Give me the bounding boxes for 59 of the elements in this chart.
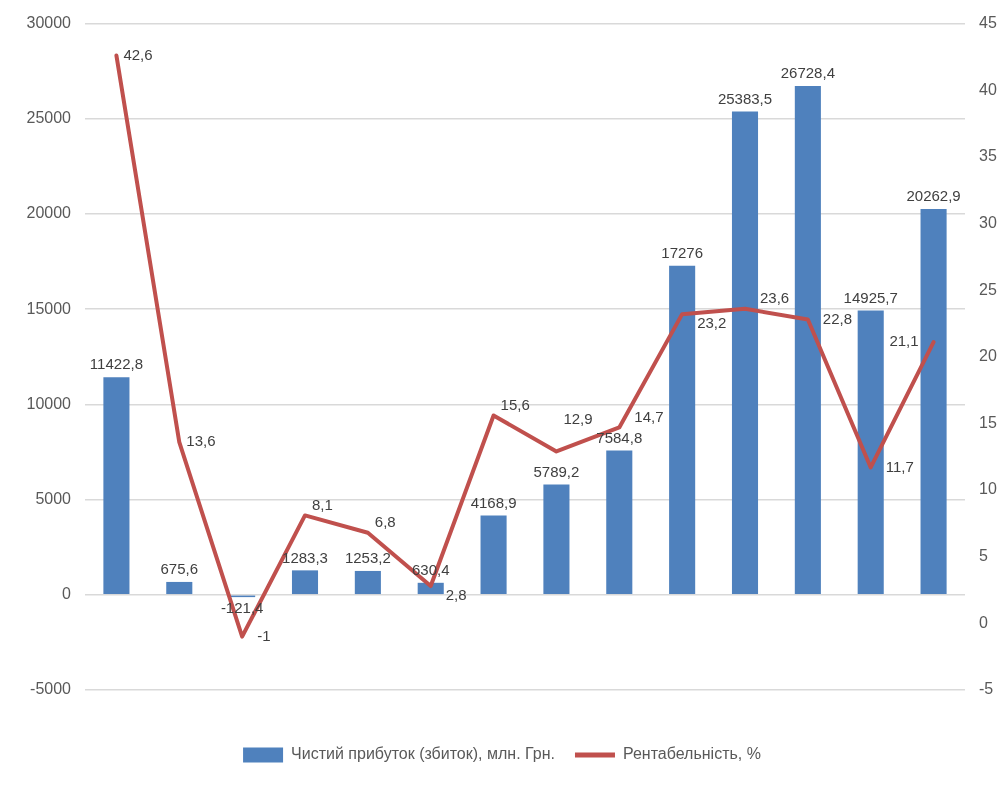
y2-tick-label: 0 <box>979 613 988 631</box>
data-label: 1283,3 <box>282 548 328 566</box>
y-tick-label: 20000 <box>26 204 72 222</box>
y-tick-label: 10000 <box>26 394 72 412</box>
data-label: 42,6 <box>123 45 153 63</box>
data-label: 20262,9 <box>906 187 961 205</box>
y2-tick-label: -5 <box>979 680 994 698</box>
data-label: 14925,7 <box>843 288 898 306</box>
y2-tick-label: 35 <box>979 147 997 165</box>
legend-label: Чистий прибуток (збиток), млн. Грн. <box>291 745 555 763</box>
data-label: 14,7 <box>634 407 664 425</box>
bar <box>857 310 884 595</box>
bar <box>103 377 130 595</box>
y2-tick-label: 15 <box>979 413 997 431</box>
data-label: 22,8 <box>822 309 853 327</box>
data-label: 21,1 <box>889 332 919 350</box>
y-tick-label: 15000 <box>26 299 72 317</box>
y2-tick-label: 20 <box>979 347 997 365</box>
y2-tick-label: 30 <box>979 213 997 231</box>
bar <box>480 515 507 595</box>
data-label: 26728,4 <box>780 64 835 82</box>
data-label: 7584,8 <box>596 428 643 446</box>
data-label: 25383,5 <box>717 89 773 107</box>
bar <box>166 581 193 595</box>
y2-tick-label: 40 <box>979 80 997 98</box>
data-label: 8,1 <box>312 495 333 513</box>
data-label: 6,8 <box>374 512 396 530</box>
y2-tick-label: 25 <box>979 280 997 298</box>
y-tick-label: 0 <box>62 585 72 603</box>
bar <box>669 265 696 595</box>
y-tick-label: 5000 <box>35 490 72 508</box>
bar <box>543 484 570 595</box>
data-label: 5789,2 <box>533 462 580 480</box>
legend-label: Рентабельність, % <box>622 745 761 763</box>
y-tick-label: -5000 <box>30 680 72 698</box>
bar <box>920 208 947 595</box>
data-label: 11,7 <box>885 457 914 475</box>
y2-tick-label: 45 <box>979 14 997 32</box>
data-label: -1 <box>257 626 271 644</box>
data-label: 1253,2 <box>344 549 391 567</box>
data-label: 2,8 <box>445 586 467 604</box>
data-label: 23,2 <box>697 314 727 332</box>
data-label: 15,6 <box>500 395 530 413</box>
data-label: 17276 <box>661 244 704 262</box>
data-label: 675,6 <box>160 560 199 578</box>
data-label: 11422,8 <box>89 355 143 373</box>
bar <box>731 111 759 595</box>
bar <box>606 450 633 595</box>
data-label: 12,9 <box>563 409 593 427</box>
bar <box>291 570 319 595</box>
data-label: 23,6 <box>760 288 790 306</box>
data-label: 4168,9 <box>470 493 517 511</box>
data-label: 13,6 <box>186 432 216 450</box>
y-tick-label: 25000 <box>26 109 72 127</box>
y2-tick-label: 10 <box>979 480 997 498</box>
bar <box>354 570 381 595</box>
bar <box>794 85 821 595</box>
y-tick-label: 30000 <box>26 14 72 32</box>
y2-tick-label: 5 <box>979 547 988 565</box>
